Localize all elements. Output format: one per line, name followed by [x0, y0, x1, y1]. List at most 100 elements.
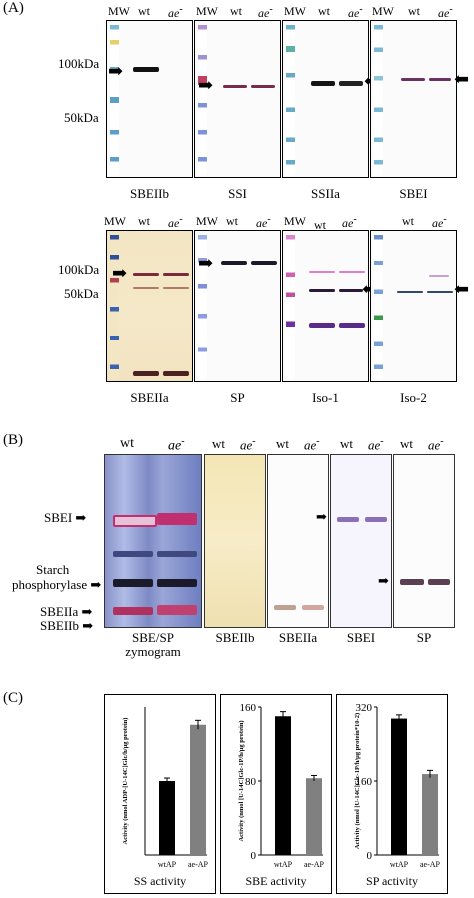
blot-caption: SBEI: [399, 186, 428, 201]
mw-ladder: [198, 25, 207, 175]
mw-ladder: [374, 25, 383, 175]
band-sbei-ae: [157, 513, 197, 525]
mw-ladder: [286, 25, 295, 175]
band-sp-wt: [113, 579, 153, 587]
ae-header: ae-: [342, 214, 357, 230]
band-wt: [309, 289, 335, 292]
band-ae: [429, 78, 451, 81]
wt-header: wt: [314, 218, 326, 232]
mw-ladder: [198, 235, 207, 379]
arrow-right-icon: ➡: [316, 509, 327, 524]
band-ae: [163, 371, 189, 376]
blot-caption: Iso-2: [400, 390, 427, 405]
blot-caption: SBEIIb: [215, 630, 255, 645]
phosphorylase-label: phosphorylase ➡: [12, 577, 102, 592]
band-wt: [274, 605, 296, 610]
ae-header: ae-: [304, 436, 320, 453]
ae-header: ae-: [438, 4, 453, 20]
arrow-right-icon: ➡: [108, 61, 124, 81]
bar: [391, 718, 407, 855]
mw-ladder: [110, 25, 119, 175]
wt-header: wt: [138, 4, 150, 18]
sp-activity-chart: 0 160 320 Activity (nmol [U-14C]Glc-1P/h/μg…: [336, 694, 448, 894]
band-dark-wt: [113, 551, 153, 557]
blot-b-sp: [393, 454, 455, 628]
y-tick-label: 80: [245, 776, 257, 788]
band-ae: [428, 579, 450, 585]
blot-sp: [194, 230, 281, 382]
sbe-activity-chart: 0 80 160 Activity (nmol [U-14C]Glc-1P/h/μg …: [220, 694, 332, 894]
x-tick-label: ae-AP: [188, 860, 209, 869]
arrow-left-icon: ⬅: [454, 279, 470, 299]
blot-caption: SSI: [228, 186, 247, 201]
blot-iso2: [370, 230, 457, 382]
band-ae: [427, 291, 453, 293]
ae-header: ae-: [348, 4, 363, 20]
kda-50-label: 50kDa: [64, 110, 99, 125]
band-ae: [251, 261, 277, 265]
y-axis-label: Activity (nmol ADP-[U-14C]Glc/h/μg prote…: [122, 718, 129, 845]
mw-ladder: [374, 235, 383, 379]
band-dark-ae: [157, 551, 197, 557]
starch-label: Starch: [36, 562, 70, 577]
band-wt: [133, 287, 159, 289]
blot-caption: SBEIIa: [278, 630, 318, 645]
ae-header: ae-: [432, 214, 447, 230]
band-wt: [337, 517, 359, 522]
band-wt: [309, 323, 335, 328]
arrow-right-icon: ➡: [112, 263, 128, 283]
wt-header: wt: [138, 214, 150, 228]
band-sbei-wt: [113, 515, 157, 527]
wt-header: wt: [318, 4, 330, 18]
band-wt: [397, 291, 423, 293]
bar: [159, 781, 175, 855]
wt-header: wt: [212, 436, 225, 451]
kda-100-label: 100kDa: [58, 262, 100, 277]
y-tick-label: 0: [251, 850, 257, 862]
chart-caption: SBE activity: [246, 874, 307, 888]
sbe-activity-plot: 0 80 160 Activity (nmol [U-14C]Glc-1P/h/μg …: [238, 702, 325, 888]
sbei-label: SBEI ➡: [44, 510, 87, 525]
y-tick-label: 160: [240, 702, 257, 714]
zymogram-gel: [104, 454, 202, 628]
wt-header: wt: [340, 436, 353, 451]
x-tick-label: wtAP: [390, 860, 409, 869]
chart-caption: SP activity: [366, 874, 418, 888]
blot-caption: SP: [230, 390, 245, 405]
mw-header: MW: [284, 4, 306, 18]
y-tick-label: 320: [356, 702, 373, 714]
band-ae: [339, 323, 365, 328]
band-wt: [309, 271, 335, 273]
band-ae: [302, 605, 324, 610]
wt-header: wt: [120, 436, 134, 451]
panel-a-label: (A): [3, 0, 24, 16]
band-wt: [223, 85, 247, 88]
mw-header: MW: [104, 214, 126, 228]
band-ae: [163, 287, 189, 289]
arrow-left-icon: ⬅: [454, 69, 470, 89]
ae-header: ae-: [428, 436, 444, 453]
mw-ladder: [110, 235, 119, 379]
kda-50-label: 50kDa: [64, 286, 99, 301]
wt-header: wt: [230, 4, 242, 18]
band-wt: [311, 81, 335, 86]
band-wt: [133, 371, 159, 376]
y-axis-label: Activity (nmol [U-14C]Glc-1P/h/μg protei…: [354, 713, 361, 849]
band-wt: [400, 579, 424, 585]
x-tick-label: wtAP: [274, 860, 293, 869]
ss-activity-chart: Activity (nmol ADP-[U-14C]Glc/h/μg prote…: [104, 694, 216, 894]
band-ae: [339, 81, 363, 86]
ss-activity-plot: Activity (nmol ADP-[U-14C]Glc/h/μg prote…: [122, 707, 209, 888]
blot-caption: SP: [416, 630, 432, 645]
sbeiib-label: SBEIIb ➡: [40, 618, 94, 633]
ae-header: ae-: [168, 436, 185, 454]
x-tick-label: ae-AP: [420, 860, 441, 869]
blot-caption: SBEIIa: [130, 390, 169, 405]
band-sp-ae: [157, 579, 197, 587]
x-tick-label: wtAP: [158, 860, 177, 869]
bar: [275, 716, 291, 855]
bar: [306, 778, 322, 855]
y-tick-label: 0: [367, 850, 373, 862]
y-axis-label: Activity (nmol [U-14C]Glc-1P/h/μg protei…: [238, 720, 245, 841]
blot-sbeiib: [106, 20, 193, 178]
